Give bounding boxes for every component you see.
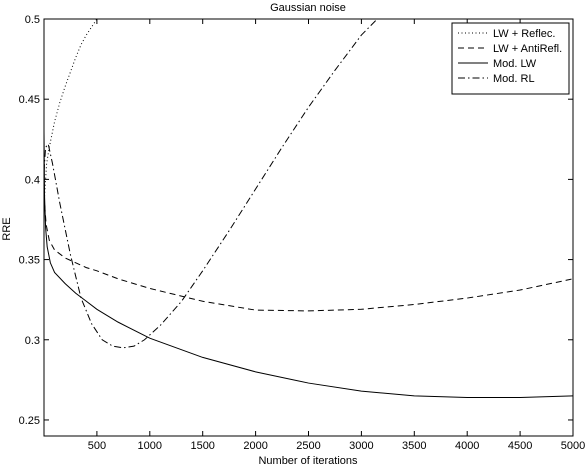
y-tick-label: 0.25 (19, 415, 40, 427)
legend-label: LW + AntiRefl. (493, 43, 562, 55)
x-axis-label: Number of iterations (258, 455, 358, 466)
x-tick-label: 4500 (508, 440, 532, 452)
axes-layer: 500 1000 1500 2000 2500 3000 3500 4000 4500 5000 0… (19, 14, 586, 452)
y-tick-label: 0.45 (19, 94, 40, 106)
x-tick-label: 5000 (561, 440, 585, 452)
series-line-4 (44, 19, 378, 349)
y-tick-label: 0.35 (19, 255, 40, 267)
y-tick-label: 0.4 (25, 174, 40, 186)
x-tick-label: 3000 (349, 440, 373, 452)
x-tick-label: 2000 (243, 440, 267, 452)
series-line-1 (44, 19, 98, 207)
y-tick-label: 0.5 (25, 14, 40, 26)
legend-label: Mod. RL (493, 73, 535, 85)
legend: LW + Reflec. LW + AntiRefl. Mod. LW Mod. RL (451, 22, 570, 95)
y-axis-label: RRE (1, 217, 13, 240)
legend-box (451, 22, 570, 95)
chart-title: Gaussian noise (270, 2, 346, 14)
series-line-3 (44, 131, 573, 399)
series-layer (44, 19, 573, 399)
series-line-2 (44, 195, 573, 312)
x-tick-label: 3500 (402, 440, 426, 452)
legend-label: LW + Reflec. (493, 28, 555, 40)
x-tick-label: 500 (88, 440, 106, 452)
x-tick-label: 2500 (296, 440, 320, 452)
y-tick-label: 0.3 (25, 335, 40, 347)
x-tick-label: 1500 (190, 440, 214, 452)
legend-label: Mod. LW (493, 58, 537, 70)
x-tick-label: 1000 (138, 440, 162, 452)
x-tick-label: 4000 (455, 440, 479, 452)
